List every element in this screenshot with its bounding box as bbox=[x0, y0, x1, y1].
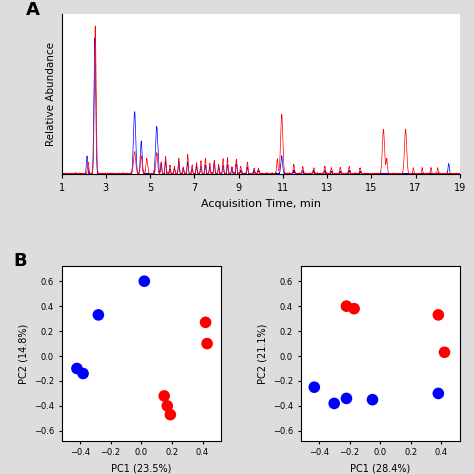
Point bbox=[310, 383, 318, 391]
Point bbox=[330, 400, 338, 407]
Point bbox=[160, 392, 168, 400]
Point bbox=[73, 365, 81, 372]
Point bbox=[441, 348, 448, 356]
Point bbox=[95, 311, 102, 319]
Text: B: B bbox=[14, 252, 27, 270]
X-axis label: PC1 (28.4%): PC1 (28.4%) bbox=[350, 463, 410, 473]
Point bbox=[166, 411, 174, 419]
X-axis label: PC1 (23.5%): PC1 (23.5%) bbox=[111, 463, 172, 473]
Point bbox=[343, 302, 350, 310]
Point bbox=[140, 277, 148, 285]
Point bbox=[203, 340, 211, 347]
Point bbox=[369, 396, 376, 403]
X-axis label: Acquisition Time, min: Acquisition Time, min bbox=[201, 199, 321, 209]
Point bbox=[202, 319, 210, 326]
Point bbox=[435, 311, 442, 319]
Y-axis label: Relative Abundance: Relative Abundance bbox=[46, 42, 56, 146]
Point bbox=[435, 390, 442, 397]
Point bbox=[350, 305, 358, 312]
Y-axis label: PC2 (21.1%): PC2 (21.1%) bbox=[257, 323, 267, 384]
Y-axis label: PC2 (14.8%): PC2 (14.8%) bbox=[18, 323, 28, 383]
Text: A: A bbox=[26, 1, 40, 19]
Point bbox=[164, 402, 171, 410]
Point bbox=[343, 395, 350, 402]
Point bbox=[79, 370, 87, 377]
